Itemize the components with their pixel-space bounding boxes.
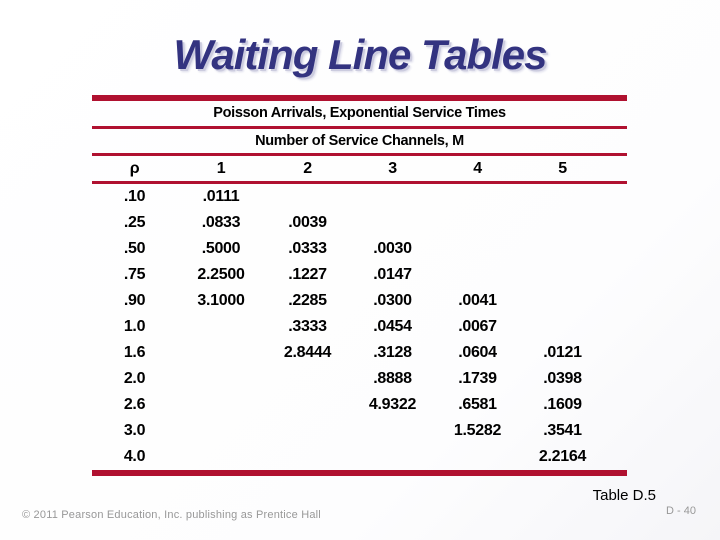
table-cell: .0030 (373, 240, 412, 257)
table-body: .10 .0111 .25 .0833 .0039 .50 .5000 .0333 .0030.… (92, 184, 627, 470)
column-header-m5: 5 (558, 159, 567, 177)
column-header-m4: 4 (473, 159, 482, 177)
table-row: 2.6 4.9322 .6581 .1609 (92, 392, 627, 418)
table-cell: 3.1000 (197, 292, 245, 309)
table-row: .50 .5000 .0333 .0030 (92, 236, 627, 262)
rho-value: 2.6 (123, 396, 146, 413)
table-cell: .6581 (458, 396, 497, 413)
table-row: 4.0 2.2164 (92, 444, 627, 470)
table-row: .75 2.2500 .1227 .0147 (92, 262, 627, 288)
table-cell: .0833 (201, 214, 241, 231)
table-cell: 4.9322 (368, 396, 417, 413)
table-bottom-rule (92, 470, 627, 476)
table-cell: .5000 (201, 240, 241, 257)
table-rule (92, 153, 627, 156)
page-number: D - 40 (666, 505, 696, 517)
table-cell: .3541 (543, 422, 582, 439)
rho-value: .10 (123, 188, 146, 205)
table-cell: .0454 (373, 318, 412, 335)
waiting-line-table: Poisson Arrivals, Exponential Service Ti… (92, 95, 627, 476)
rho-value: 1.0 (123, 318, 146, 335)
table-row: .25 .0833 .0039 (92, 210, 627, 236)
table-cell: .0111 (202, 188, 240, 205)
table-cell: .3333 (288, 318, 327, 335)
rho-value: 4.0 (123, 448, 146, 465)
table-row: 1.0 .3333 .0454 .0067 (92, 314, 627, 340)
table-cell: .1227 (288, 266, 327, 283)
table-cell: .0067 (458, 318, 497, 335)
table-row: .90 3.1000 .2285 .0300 .0041 (92, 288, 627, 314)
column-header-m2: 2 (303, 159, 312, 177)
table-cell: .0300 (373, 292, 412, 309)
table-subtitle-channels: Number of Service Channels, M (255, 133, 464, 149)
table-top-rule (92, 95, 627, 101)
table-cell: .2285 (288, 292, 327, 309)
table-cell: .1739 (458, 370, 497, 387)
table-caption: Table D.5 (592, 487, 656, 504)
table-cell: .0041 (458, 292, 497, 309)
table-cell: 2.2164 (538, 448, 587, 465)
column-header-rho: ρ (129, 159, 140, 177)
table-cell: .0604 (458, 344, 497, 361)
column-header-m1: 1 (216, 159, 226, 177)
table-cell: .0147 (373, 266, 412, 283)
table-rule (92, 181, 627, 184)
table-cell: .3128 (373, 344, 412, 361)
table-cell: .0039 (288, 214, 327, 231)
table-cell: .0121 (543, 344, 582, 361)
rho-value: 1.6 (123, 344, 146, 361)
rho-value: 2.0 (123, 370, 146, 387)
table-cell: .8888 (373, 370, 412, 387)
slide-title: Waiting Line Tables (173, 31, 547, 78)
rho-value: .50 (123, 240, 146, 257)
table-rule (92, 126, 627, 129)
rho-value: 3.0 (123, 422, 146, 439)
table-subtitle-arrivals: Poisson Arrivals, Exponential Service Ti… (213, 105, 506, 121)
table-row: 3.0 1.5282 .3541 (92, 418, 627, 444)
table-row: 1.6 2.8444 .3128 .0604 .0121 (92, 340, 627, 366)
rho-value: .75 (123, 266, 146, 283)
copyright-text: © 2011 Pearson Education, Inc. publishin… (22, 509, 321, 521)
table-cell: .0333 (288, 240, 327, 257)
table-cell: .0398 (543, 370, 582, 387)
table-row: 2.0 .8888 .1739 .0398 (92, 366, 627, 392)
table-row: .10 .0111 (92, 184, 627, 210)
rho-value: .25 (123, 214, 146, 231)
table-cell: 2.8444 (283, 344, 332, 361)
rho-value: .90 (123, 292, 146, 309)
table-cell: 2.2500 (197, 266, 245, 283)
column-header-m3: 3 (388, 159, 397, 177)
table-header-row: ρ 1 2 3 4 5 (92, 156, 627, 181)
table-cell: 1.5282 (453, 422, 502, 439)
table-cell: .1609 (543, 396, 582, 413)
